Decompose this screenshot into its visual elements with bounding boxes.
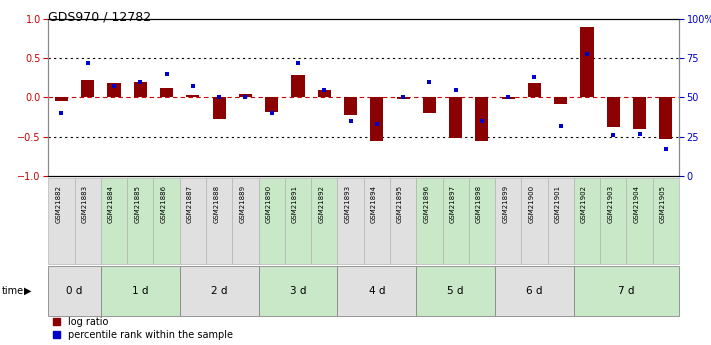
Bar xyxy=(206,178,232,264)
Text: GSM21903: GSM21903 xyxy=(607,185,614,223)
Text: GSM21896: GSM21896 xyxy=(423,185,429,223)
Bar xyxy=(574,266,679,316)
Bar xyxy=(495,266,574,316)
Text: GSM21901: GSM21901 xyxy=(555,185,561,223)
Bar xyxy=(416,178,442,264)
Text: GSM21892: GSM21892 xyxy=(319,185,324,223)
Bar xyxy=(101,178,127,264)
Text: 5 d: 5 d xyxy=(447,286,464,296)
Text: GDS970 / 12782: GDS970 / 12782 xyxy=(48,10,151,23)
Bar xyxy=(134,82,147,97)
Bar xyxy=(186,95,200,97)
Bar xyxy=(423,97,436,113)
Bar xyxy=(55,97,68,101)
Bar xyxy=(232,178,259,264)
Bar xyxy=(659,97,673,139)
Bar xyxy=(160,88,173,97)
Bar xyxy=(180,178,206,264)
Text: GSM21890: GSM21890 xyxy=(266,185,272,223)
Bar xyxy=(469,178,495,264)
Text: GSM21893: GSM21893 xyxy=(345,185,351,223)
Bar xyxy=(180,266,259,316)
Bar xyxy=(318,90,331,97)
Text: GSM21885: GSM21885 xyxy=(134,185,140,223)
Bar xyxy=(344,97,357,115)
Bar xyxy=(107,83,121,97)
Text: GSM21887: GSM21887 xyxy=(187,185,193,223)
Text: 3 d: 3 d xyxy=(290,286,306,296)
Bar xyxy=(48,178,75,264)
Text: GSM21900: GSM21900 xyxy=(528,185,535,223)
Bar xyxy=(285,178,311,264)
Text: GSM21883: GSM21883 xyxy=(82,185,87,223)
Bar xyxy=(338,266,416,316)
Legend: log ratio, percentile rank within the sample: log ratio, percentile rank within the sa… xyxy=(53,317,232,340)
Text: time: time xyxy=(1,286,23,296)
Bar xyxy=(259,266,338,316)
Text: GSM21895: GSM21895 xyxy=(397,185,403,223)
Bar xyxy=(653,178,679,264)
Text: GSM21882: GSM21882 xyxy=(55,185,61,223)
Text: GSM21891: GSM21891 xyxy=(292,185,298,223)
Bar xyxy=(213,97,225,119)
Bar xyxy=(364,178,390,264)
Bar xyxy=(626,178,653,264)
Bar xyxy=(259,178,285,264)
Bar xyxy=(554,97,567,104)
Bar xyxy=(338,178,364,264)
Text: 2 d: 2 d xyxy=(211,286,228,296)
Text: 1 d: 1 d xyxy=(132,286,149,296)
Text: GSM21889: GSM21889 xyxy=(240,185,245,223)
Bar xyxy=(449,97,462,138)
Bar xyxy=(476,97,488,141)
Bar xyxy=(154,178,180,264)
Text: GSM21897: GSM21897 xyxy=(449,185,456,223)
Text: GSM21886: GSM21886 xyxy=(161,185,166,223)
Text: GSM21902: GSM21902 xyxy=(581,185,587,223)
Bar xyxy=(127,178,154,264)
Bar xyxy=(311,178,338,264)
Bar xyxy=(416,266,495,316)
Bar xyxy=(292,76,304,97)
Text: GSM21884: GSM21884 xyxy=(108,185,114,223)
Bar xyxy=(390,178,416,264)
Text: GSM21894: GSM21894 xyxy=(371,185,377,223)
Bar xyxy=(633,97,646,129)
Bar xyxy=(600,178,626,264)
Bar xyxy=(502,97,515,99)
Bar xyxy=(442,178,469,264)
Bar xyxy=(495,178,521,264)
Bar xyxy=(75,178,101,264)
Text: GSM21898: GSM21898 xyxy=(476,185,482,223)
Bar xyxy=(81,80,95,97)
Bar xyxy=(521,178,547,264)
Text: 6 d: 6 d xyxy=(526,286,542,296)
Text: 7 d: 7 d xyxy=(618,286,635,296)
Bar xyxy=(547,178,574,264)
Bar xyxy=(370,97,383,141)
Bar xyxy=(239,93,252,97)
Bar xyxy=(528,83,541,97)
Text: GSM21905: GSM21905 xyxy=(660,185,666,223)
Text: GSM21899: GSM21899 xyxy=(502,185,508,223)
Text: ▶: ▶ xyxy=(24,286,32,296)
Text: 4 d: 4 d xyxy=(368,286,385,296)
Bar xyxy=(606,97,620,127)
Text: GSM21888: GSM21888 xyxy=(213,185,219,223)
Bar xyxy=(48,266,101,316)
Bar xyxy=(101,266,180,316)
Text: 0 d: 0 d xyxy=(66,286,82,296)
Bar xyxy=(574,178,600,264)
Text: GSM21904: GSM21904 xyxy=(634,185,640,223)
Bar xyxy=(265,97,278,111)
Bar xyxy=(580,27,594,97)
Bar xyxy=(397,97,410,99)
